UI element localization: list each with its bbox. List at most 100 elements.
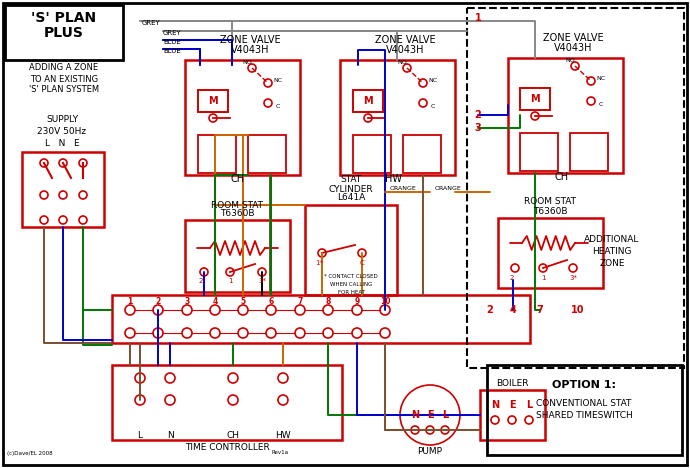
Circle shape xyxy=(266,328,276,338)
Circle shape xyxy=(266,305,276,315)
Text: 7: 7 xyxy=(537,305,544,315)
Text: OPTION 1:: OPTION 1: xyxy=(552,380,616,390)
Text: STAT: STAT xyxy=(340,176,362,184)
Circle shape xyxy=(539,264,547,272)
Circle shape xyxy=(278,373,288,383)
Text: ORANGE: ORANGE xyxy=(435,185,462,190)
Text: HEATING: HEATING xyxy=(592,248,632,256)
Text: CH: CH xyxy=(231,174,245,184)
Text: TO AN EXISTING: TO AN EXISTING xyxy=(30,74,98,83)
Text: M: M xyxy=(530,94,540,104)
Circle shape xyxy=(182,328,192,338)
Text: M: M xyxy=(208,96,218,106)
Text: PLUS: PLUS xyxy=(44,26,84,40)
Text: ZONE: ZONE xyxy=(599,259,624,269)
Bar xyxy=(520,88,550,110)
Circle shape xyxy=(419,99,427,107)
Text: Rev1a: Rev1a xyxy=(271,451,288,455)
Text: * CONTACT CLOSED: * CONTACT CLOSED xyxy=(324,275,378,279)
Text: ZONE VALVE: ZONE VALVE xyxy=(219,35,280,45)
Text: C: C xyxy=(276,103,280,109)
Circle shape xyxy=(59,191,67,199)
Circle shape xyxy=(165,373,175,383)
Text: BLUE: BLUE xyxy=(163,48,181,54)
Text: E: E xyxy=(426,410,433,420)
Circle shape xyxy=(238,328,248,338)
Text: C: C xyxy=(599,102,603,107)
Text: 1: 1 xyxy=(228,278,233,284)
Text: NO: NO xyxy=(397,59,407,65)
Circle shape xyxy=(153,305,163,315)
Text: ADDITIONAL: ADDITIONAL xyxy=(584,235,640,244)
Circle shape xyxy=(587,77,595,85)
Bar xyxy=(22,152,104,227)
Circle shape xyxy=(400,385,460,445)
Text: WHEN CALLING: WHEN CALLING xyxy=(330,283,372,287)
Text: 3: 3 xyxy=(475,123,482,133)
Circle shape xyxy=(323,305,333,315)
Text: CH: CH xyxy=(226,431,239,439)
Circle shape xyxy=(226,268,234,276)
Text: BLUE: BLUE xyxy=(163,39,181,45)
Text: ROOM STAT: ROOM STAT xyxy=(211,200,263,210)
Bar xyxy=(508,58,623,173)
Text: M: M xyxy=(363,96,373,106)
Circle shape xyxy=(135,373,145,383)
Text: HW: HW xyxy=(275,431,290,439)
Text: V4043H: V4043H xyxy=(230,45,269,55)
Circle shape xyxy=(525,416,533,424)
Circle shape xyxy=(358,249,366,257)
Text: ZONE VALVE: ZONE VALVE xyxy=(375,35,435,45)
Circle shape xyxy=(209,114,217,122)
Text: 1: 1 xyxy=(475,13,482,23)
Text: 4: 4 xyxy=(510,305,516,315)
Bar xyxy=(467,8,684,368)
Text: 2: 2 xyxy=(199,278,203,284)
Text: 3*: 3* xyxy=(258,278,266,284)
Text: ADDING A ZONE: ADDING A ZONE xyxy=(30,64,99,73)
Text: CONVENTIONAL STAT: CONVENTIONAL STAT xyxy=(536,398,631,408)
Bar xyxy=(248,135,286,173)
Text: 7: 7 xyxy=(297,298,303,307)
Bar xyxy=(498,218,603,288)
Text: 2: 2 xyxy=(510,275,514,281)
Text: L641A: L641A xyxy=(337,193,365,203)
Bar xyxy=(487,365,682,455)
Text: 1: 1 xyxy=(128,298,132,307)
Circle shape xyxy=(411,426,419,434)
Text: 2: 2 xyxy=(155,298,161,307)
Circle shape xyxy=(40,159,48,167)
Text: (c)Dave/EL 2008: (c)Dave/EL 2008 xyxy=(7,451,53,455)
Bar xyxy=(520,133,558,171)
Bar xyxy=(403,135,441,173)
Text: FOR HEAT: FOR HEAT xyxy=(337,291,364,295)
Circle shape xyxy=(511,264,519,272)
Bar xyxy=(5,5,123,60)
Text: 'S' PLAN SYSTEM: 'S' PLAN SYSTEM xyxy=(29,86,99,95)
Text: 2: 2 xyxy=(486,305,493,315)
Text: NC: NC xyxy=(428,78,437,82)
Circle shape xyxy=(79,191,87,199)
Circle shape xyxy=(569,264,577,272)
Text: V4043H: V4043H xyxy=(554,43,592,53)
Circle shape xyxy=(364,114,372,122)
Bar xyxy=(570,133,608,171)
Circle shape xyxy=(228,373,238,383)
Text: 6: 6 xyxy=(268,298,274,307)
Circle shape xyxy=(531,112,539,120)
Bar xyxy=(185,60,300,175)
Circle shape xyxy=(508,416,516,424)
Circle shape xyxy=(40,191,48,199)
Text: 2: 2 xyxy=(475,110,482,120)
Circle shape xyxy=(278,395,288,405)
Circle shape xyxy=(200,268,208,276)
Text: 4: 4 xyxy=(213,298,217,307)
Text: CH: CH xyxy=(555,172,569,182)
Text: 3: 3 xyxy=(184,298,190,307)
Text: CYLINDER: CYLINDER xyxy=(328,184,373,193)
Circle shape xyxy=(59,216,67,224)
Circle shape xyxy=(79,159,87,167)
Text: C: C xyxy=(431,103,435,109)
Circle shape xyxy=(380,328,390,338)
Text: GREY: GREY xyxy=(142,20,161,26)
